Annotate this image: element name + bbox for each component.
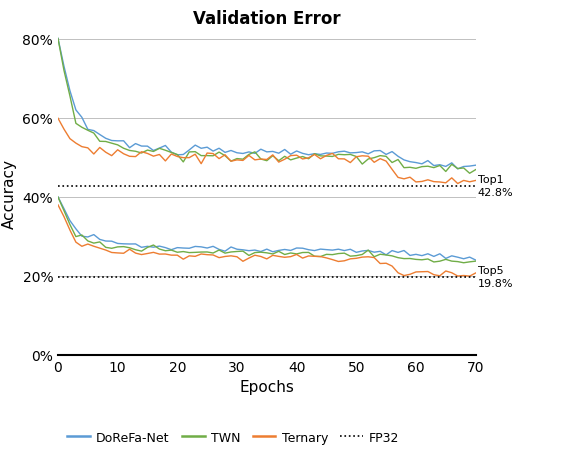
X-axis label: Epochs: Epochs <box>240 379 294 394</box>
Text: Top5
19.8%: Top5 19.8% <box>478 265 513 288</box>
Text: Top1
42.8%: Top1 42.8% <box>478 175 513 198</box>
Y-axis label: Accuracy: Accuracy <box>2 158 17 228</box>
Legend: DoReFa-Net, TWN, Ternary, FP32: DoReFa-Net, TWN, Ternary, FP32 <box>62 426 404 449</box>
Title: Validation Error: Validation Error <box>193 10 340 27</box>
